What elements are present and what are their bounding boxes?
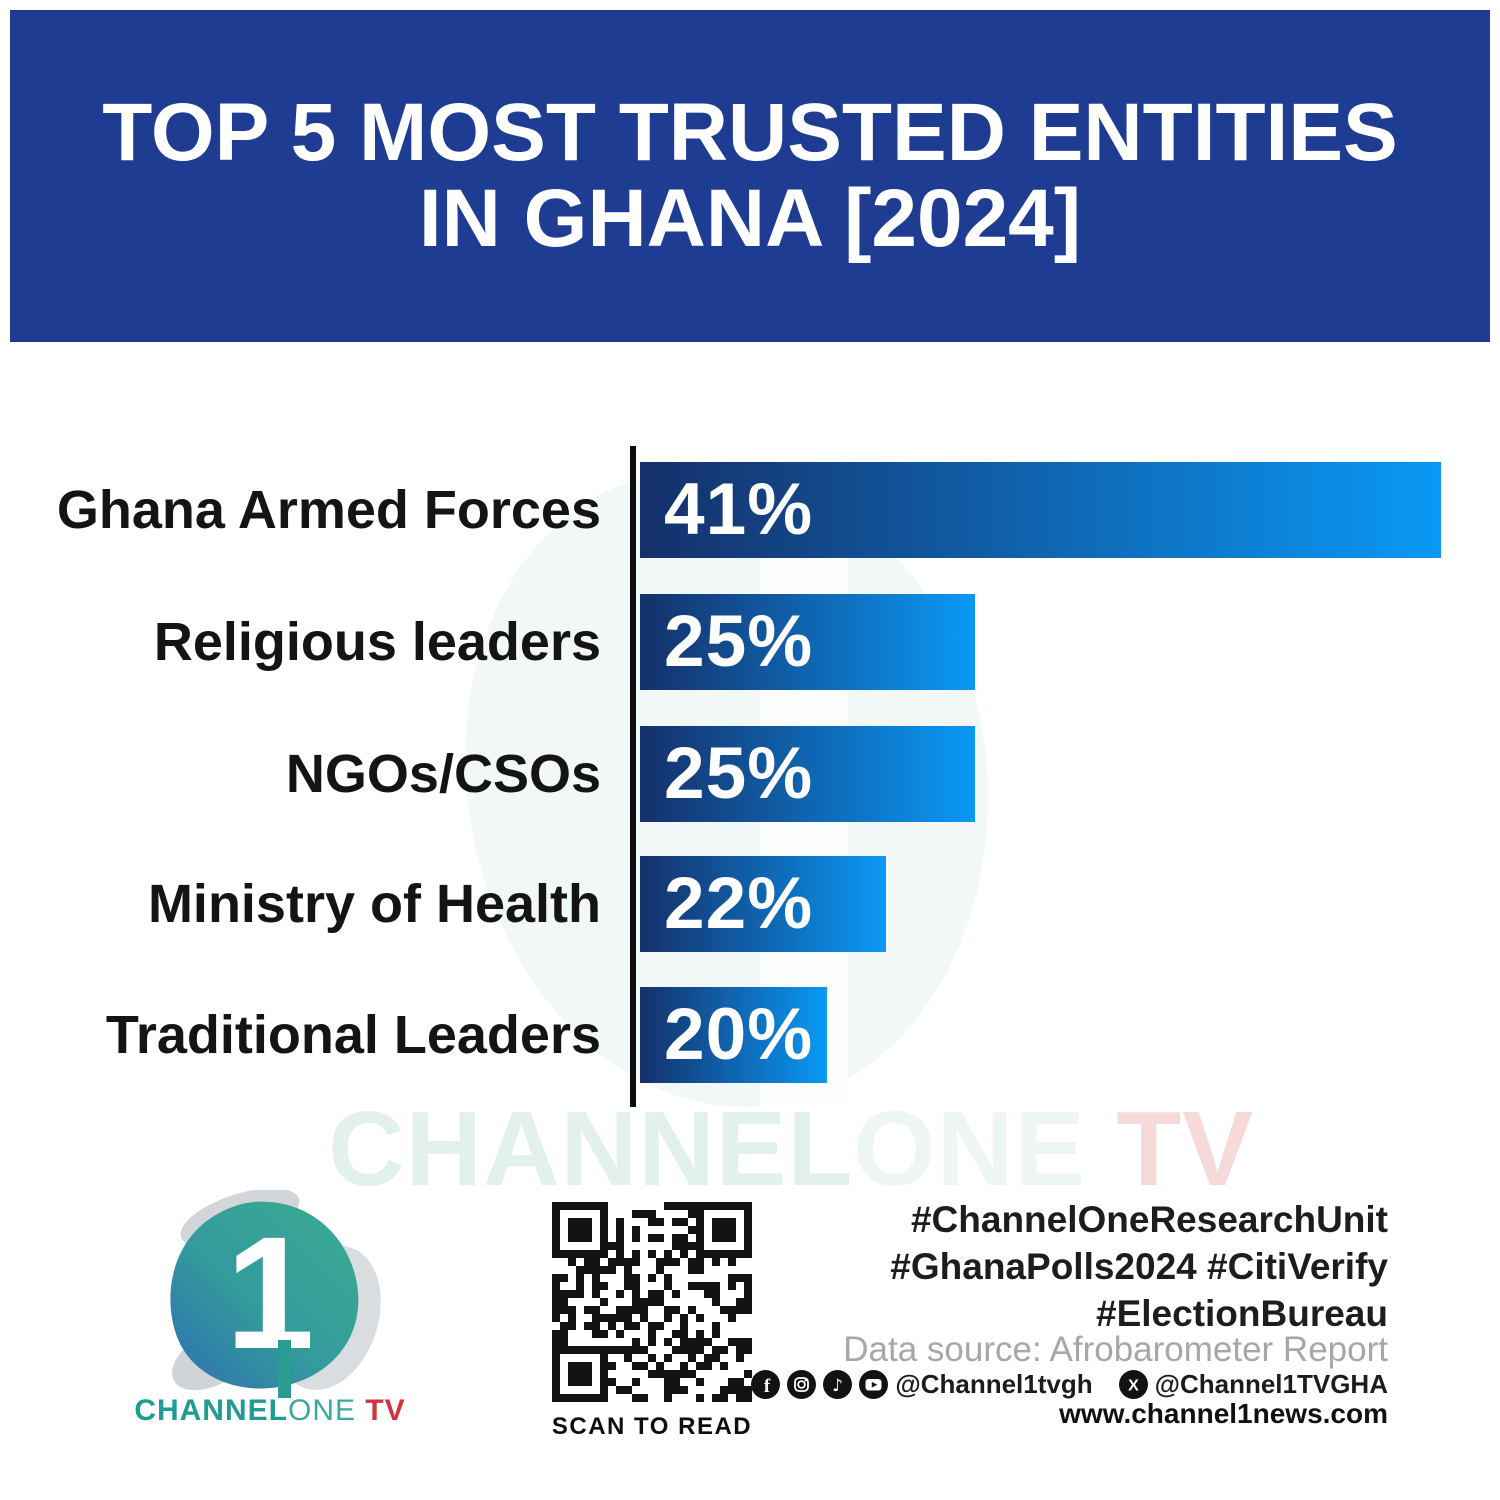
bar-traditional-leaders: 20% — [640, 987, 827, 1083]
header-banner: TOP 5 MOST TRUSTED ENTITIES IN GHANA [20… — [10, 10, 1490, 342]
page-title-line-2: IN GHANA [2024] — [418, 173, 1082, 264]
hashtag-line-3: #ElectionBureau — [1096, 1293, 1388, 1334]
qr-scan-label: SCAN TO READ — [551, 1413, 753, 1440]
svg-text:f: f — [764, 1376, 771, 1397]
instagram-icon — [787, 1369, 817, 1399]
social-handle-main: @Channel1tvgh — [895, 1368, 1093, 1399]
bar-ghana-armed-forces: 41% — [640, 462, 1441, 558]
logo-plectrum — [170, 1201, 359, 1389]
value-label-ghana-armed-forces: 41% — [664, 469, 814, 550]
bar-ngos-csos: 25% — [640, 726, 975, 822]
svg-text:♪: ♪ — [832, 1376, 843, 1396]
hashtag-line-1: #ChannelOneResearchUnit — [910, 1199, 1388, 1240]
category-label-ministry-of-health: Ministry of Health — [147, 874, 601, 934]
value-label-religious-leaders: 25% — [664, 601, 814, 682]
hashtags-block: #ChannelOneResearchUnit #GhanaPolls2024 … — [890, 1196, 1388, 1337]
social-row: f ♪ @Channel1tvgh X @Channel1TVGHA — [751, 1368, 1388, 1400]
watermark-text: CHANNELONE TV — [328, 1096, 1254, 1202]
website-url: www.channel1news.com — [1059, 1398, 1388, 1429]
value-label-traditional-leaders: 20% — [664, 994, 814, 1075]
category-label-religious-leaders: Religious leaders — [153, 612, 601, 672]
value-label-ngos-csos: 25% — [664, 733, 814, 814]
wordmark-channel: CHANNEL — [134, 1394, 288, 1427]
value-label-ministry-of-health: 22% — [664, 863, 814, 944]
watermark-one: ONE — [853, 1090, 1086, 1208]
category-label-ngos-csos: NGOs/CSOs — [285, 744, 601, 804]
bar-ministry-of-health: 22% — [640, 856, 886, 952]
page-title-line-1: TOP 5 MOST TRUSTED ENTITIES — [102, 87, 1398, 178]
logo-wordmark: CHANNELONE TV — [110, 1394, 430, 1428]
channel-one-logo: 1 — [170, 1190, 381, 1398]
x-icon: X — [1118, 1369, 1148, 1399]
facebook-icon: f — [751, 1369, 781, 1399]
hashtag-line-2: #GhanaPolls2024 #CitiVerify — [890, 1246, 1388, 1287]
qr-code — [552, 1202, 752, 1402]
watermark-channel: CHANNEL — [328, 1090, 854, 1208]
tiktok-icon: ♪ — [823, 1369, 853, 1399]
bar-religious-leaders: 25% — [640, 594, 975, 690]
youtube-icon — [859, 1369, 889, 1399]
data-source-note: Data source: Afrobarometer Report — [843, 1330, 1388, 1369]
logo-numeral: 1 — [226, 1203, 315, 1382]
y-axis-line — [630, 446, 636, 1107]
wordmark-tv: TV — [356, 1394, 406, 1427]
svg-text:X: X — [1128, 1377, 1139, 1394]
category-label-traditional-leaders: Traditional Leaders — [105, 1005, 601, 1065]
watermark-tv: TV — [1085, 1090, 1254, 1208]
logo-numeral-tail — [278, 1340, 291, 1398]
wordmark-one: ONE — [287, 1394, 356, 1427]
category-label-ghana-armed-forces: Ghana Armed Forces — [56, 480, 601, 540]
social-handle-x: @Channel1TVGHA — [1154, 1368, 1388, 1399]
